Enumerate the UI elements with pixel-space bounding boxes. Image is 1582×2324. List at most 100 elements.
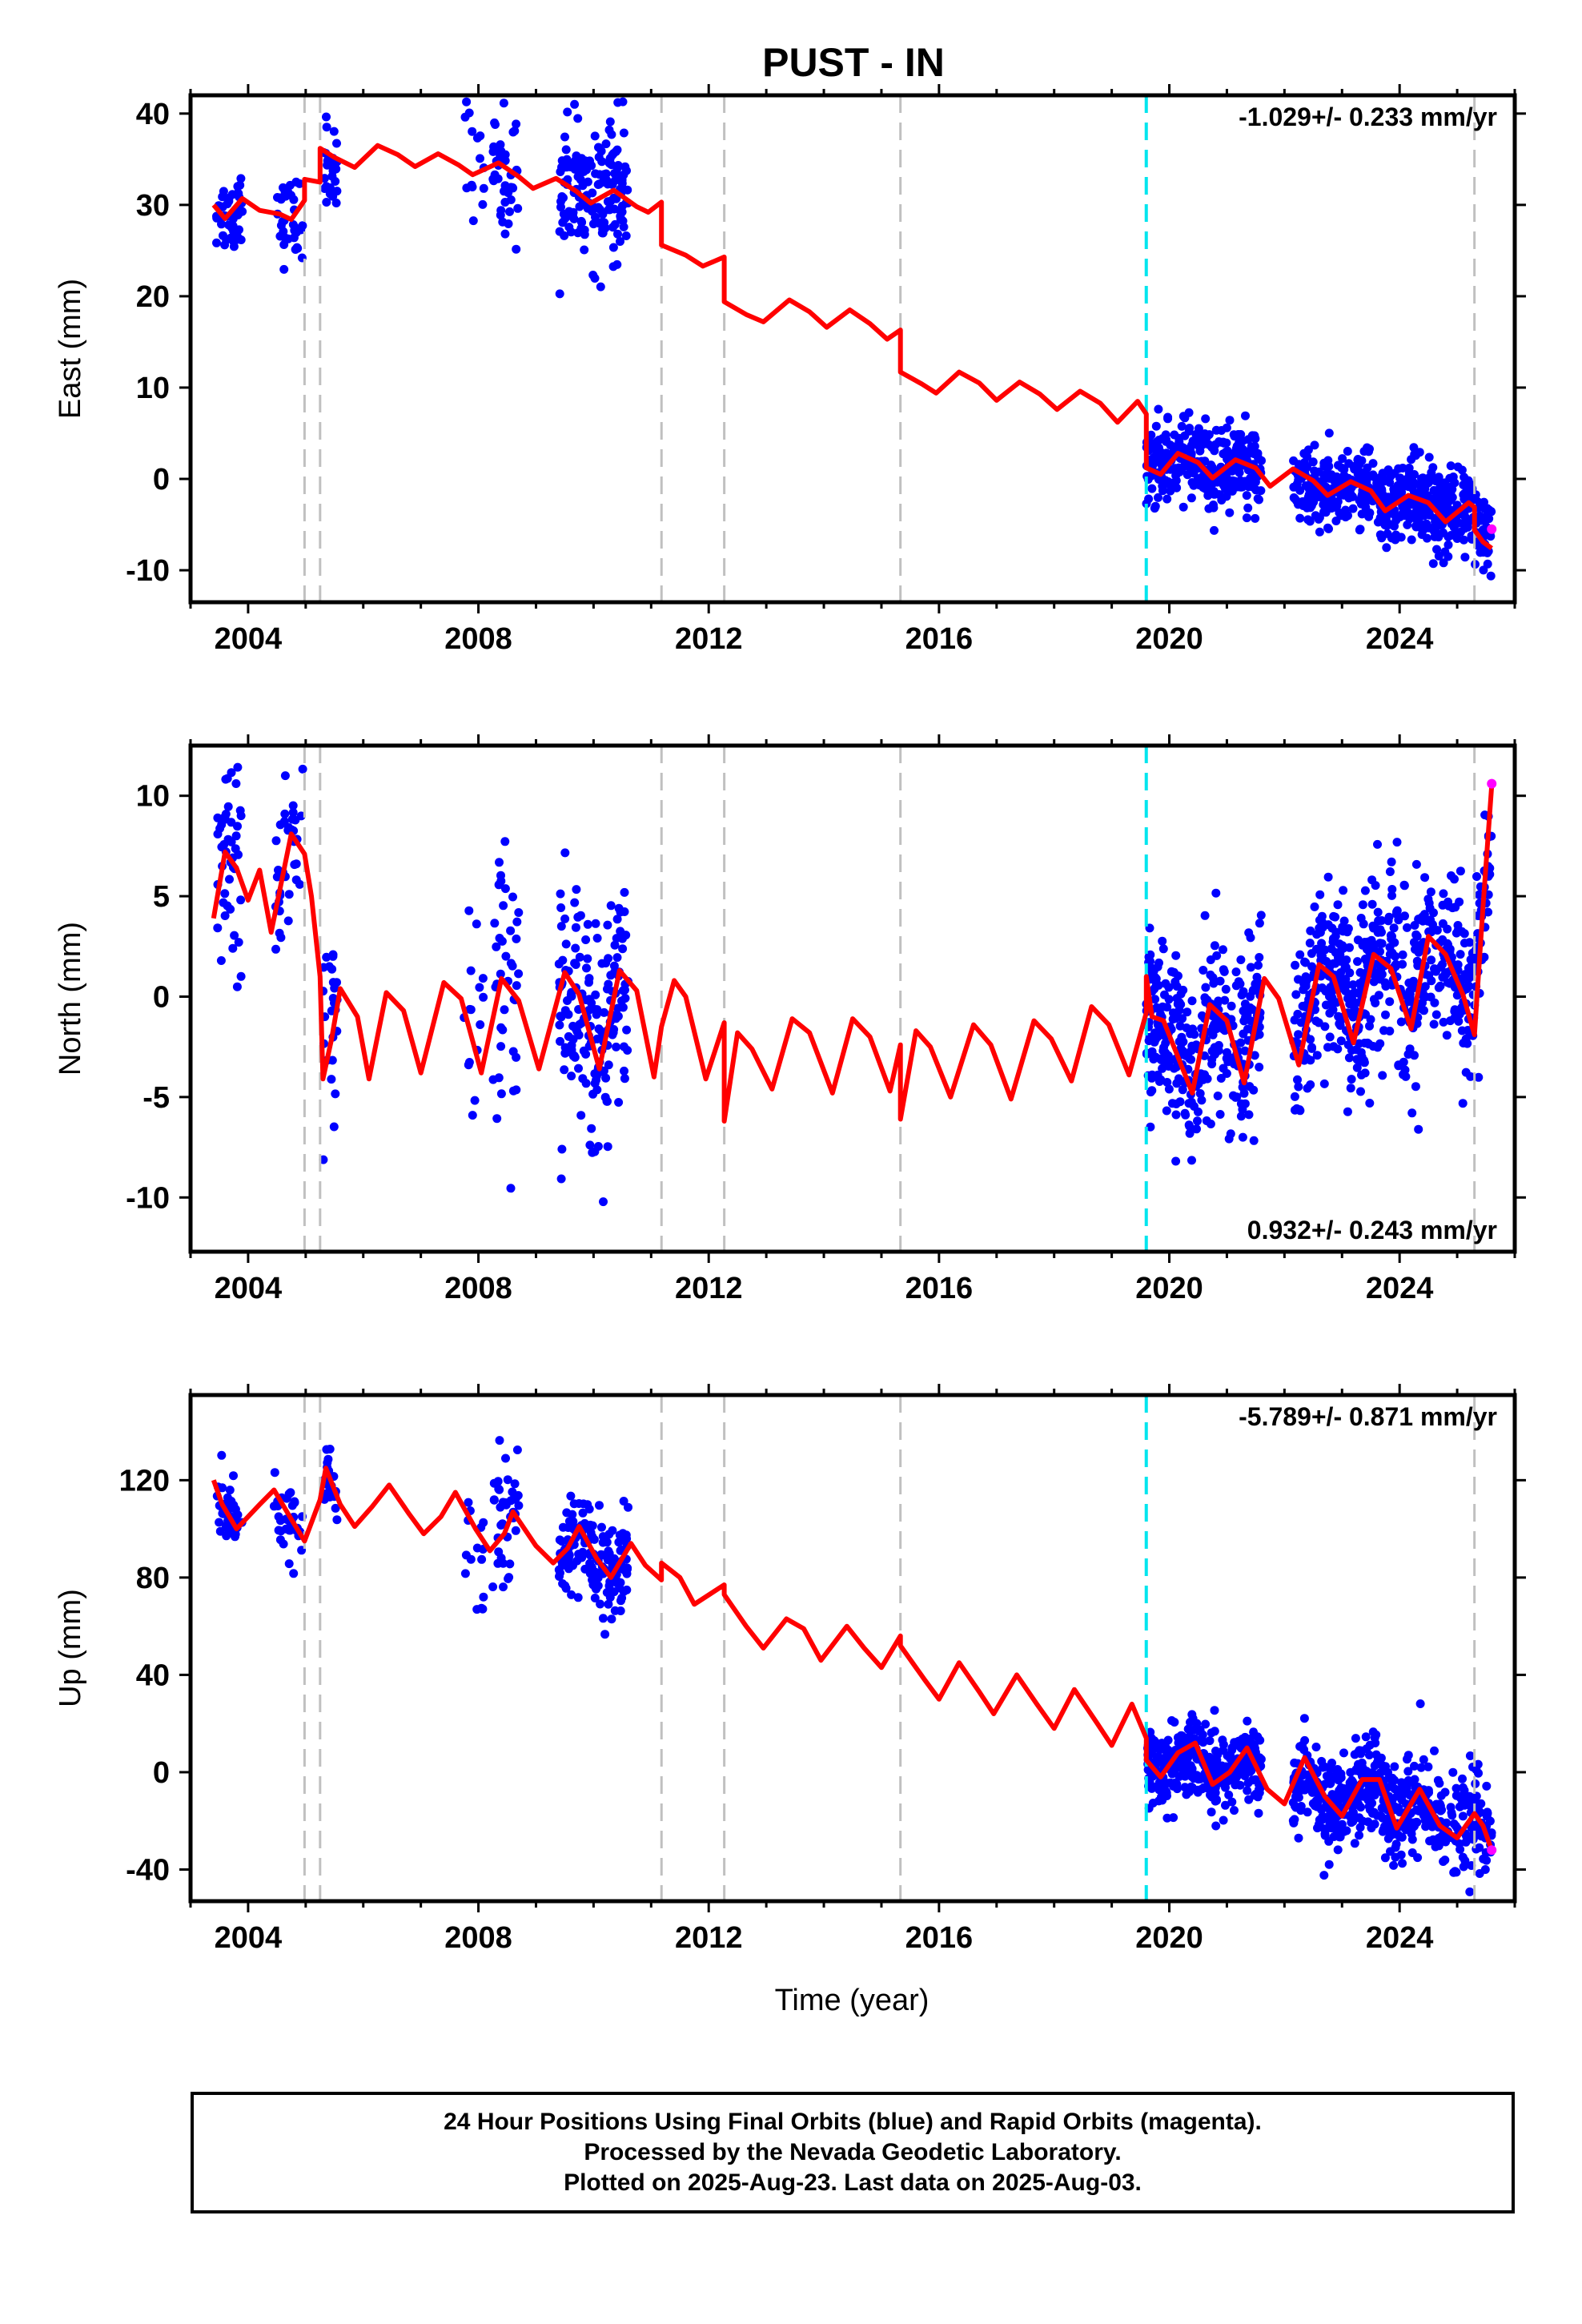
- final-orbit-point: [1303, 462, 1312, 472]
- final-orbit-point: [1430, 998, 1439, 1007]
- final-orbit-point: [284, 890, 294, 899]
- final-orbit-point: [1295, 950, 1305, 959]
- final-orbit-point: [331, 199, 341, 207]
- final-orbit-point: [1419, 1006, 1428, 1015]
- final-orbit-point: [512, 244, 521, 254]
- final-orbit-point: [1163, 1735, 1173, 1745]
- final-orbit-point: [1372, 1758, 1382, 1767]
- final-orbit-point: [1201, 414, 1211, 424]
- final-orbit-point: [504, 1574, 513, 1583]
- final-orbit-point: [1169, 1008, 1178, 1018]
- final-orbit-point: [560, 1048, 570, 1058]
- final-orbit-point: [591, 990, 600, 999]
- final-orbit-point: [597, 1522, 606, 1532]
- final-orbit-point: [287, 1501, 297, 1510]
- final-orbit-point: [291, 227, 301, 237]
- final-orbit-point: [488, 1582, 498, 1591]
- final-orbit-point: [1343, 1107, 1352, 1116]
- final-orbit-point: [1382, 521, 1391, 530]
- final-orbit-point: [1299, 1785, 1308, 1795]
- final-orbit-point: [489, 176, 499, 186]
- final-orbit-point: [1450, 478, 1460, 488]
- final-orbit-point: [1305, 939, 1315, 948]
- final-orbit-point: [1313, 1823, 1322, 1833]
- final-orbit-point: [1429, 1019, 1439, 1029]
- final-orbit-point: [1356, 914, 1366, 923]
- final-orbit-point: [1381, 1762, 1390, 1771]
- final-orbit-point: [583, 919, 592, 929]
- final-orbit-point: [1453, 921, 1463, 930]
- final-orbit-point: [1331, 517, 1341, 525]
- final-orbit-point: [464, 108, 474, 118]
- final-orbit-point: [1210, 446, 1219, 456]
- final-orbit-point: [1458, 1774, 1467, 1783]
- x-tick-label: 2020: [1135, 622, 1203, 656]
- final-orbit-point: [1215, 1110, 1225, 1119]
- final-orbit-point: [1185, 462, 1195, 472]
- final-orbit-point: [601, 959, 611, 968]
- final-orbit-point: [1369, 1807, 1379, 1817]
- final-orbit-point: [613, 98, 623, 107]
- final-orbit-point: [1480, 497, 1488, 507]
- final-orbit-point: [1350, 1839, 1359, 1848]
- final-orbit-point: [1211, 1821, 1221, 1831]
- final-orbit-point: [1399, 475, 1409, 485]
- final-orbit-point: [1255, 919, 1264, 928]
- final-orbit-point: [1466, 1072, 1476, 1081]
- final-orbit-point: [1221, 1800, 1230, 1810]
- final-orbit-point: [620, 162, 630, 171]
- final-orbit-point: [1161, 1039, 1170, 1048]
- final-orbit-point: [1289, 482, 1299, 492]
- final-orbit-point: [1355, 1039, 1364, 1048]
- final-orbit-point: [570, 898, 580, 907]
- final-orbit-point: [231, 831, 241, 841]
- final-orbit-point: [1174, 463, 1183, 472]
- final-orbit-point: [505, 207, 514, 216]
- final-orbit-point: [1370, 1791, 1379, 1799]
- final-orbit-point: [269, 1502, 279, 1511]
- final-orbit-point: [1188, 1714, 1198, 1723]
- final-orbit-point: [1362, 477, 1371, 487]
- final-orbit-point: [1452, 960, 1462, 970]
- final-orbit-point: [1443, 540, 1453, 549]
- final-orbit-point: [1183, 1724, 1193, 1734]
- final-orbit-point: [288, 801, 298, 810]
- final-orbit-point: [597, 157, 607, 167]
- final-orbit-point: [229, 242, 239, 251]
- final-orbit-point: [1393, 480, 1403, 490]
- final-orbit-point: [609, 961, 619, 971]
- final-orbit-point: [1190, 1030, 1199, 1039]
- final-orbit-point: [213, 813, 223, 822]
- final-orbit-point: [573, 114, 583, 123]
- final-orbit-point: [1310, 440, 1319, 450]
- final-orbit-point: [1303, 975, 1312, 984]
- final-orbit-point: [1208, 973, 1218, 983]
- final-orbit-point: [1450, 1013, 1460, 1023]
- final-orbit-point: [1383, 916, 1393, 926]
- final-orbit-point: [1323, 523, 1332, 533]
- final-orbit-point: [228, 214, 238, 223]
- final-orbit-point: [1153, 1032, 1162, 1042]
- final-orbit-point: [1324, 1860, 1334, 1869]
- final-orbit-point: [605, 117, 615, 127]
- final-orbit-point: [1209, 503, 1219, 513]
- y-tick-label: 10: [136, 780, 170, 814]
- final-orbit-point: [1423, 1762, 1433, 1771]
- final-orbit-point: [557, 1144, 567, 1154]
- final-orbit-point: [232, 982, 242, 991]
- final-orbit-point: [1357, 1758, 1367, 1767]
- final-orbit-point: [283, 916, 293, 926]
- final-orbit-point: [1419, 910, 1429, 919]
- final-orbit-point: [1185, 1128, 1195, 1138]
- final-orbit-point: [1385, 997, 1395, 1007]
- final-orbit-point: [1371, 970, 1380, 979]
- final-orbit-point: [489, 142, 499, 151]
- final-orbit-point: [1232, 1092, 1242, 1102]
- final-orbit-point: [1197, 1096, 1207, 1105]
- final-orbit-point: [1210, 525, 1219, 535]
- final-orbit-point: [1203, 1074, 1212, 1084]
- final-orbit-point: [468, 183, 477, 191]
- final-orbit-point: [1178, 1085, 1187, 1095]
- final-orbit-point: [468, 127, 477, 136]
- final-orbit-point: [1240, 1099, 1250, 1108]
